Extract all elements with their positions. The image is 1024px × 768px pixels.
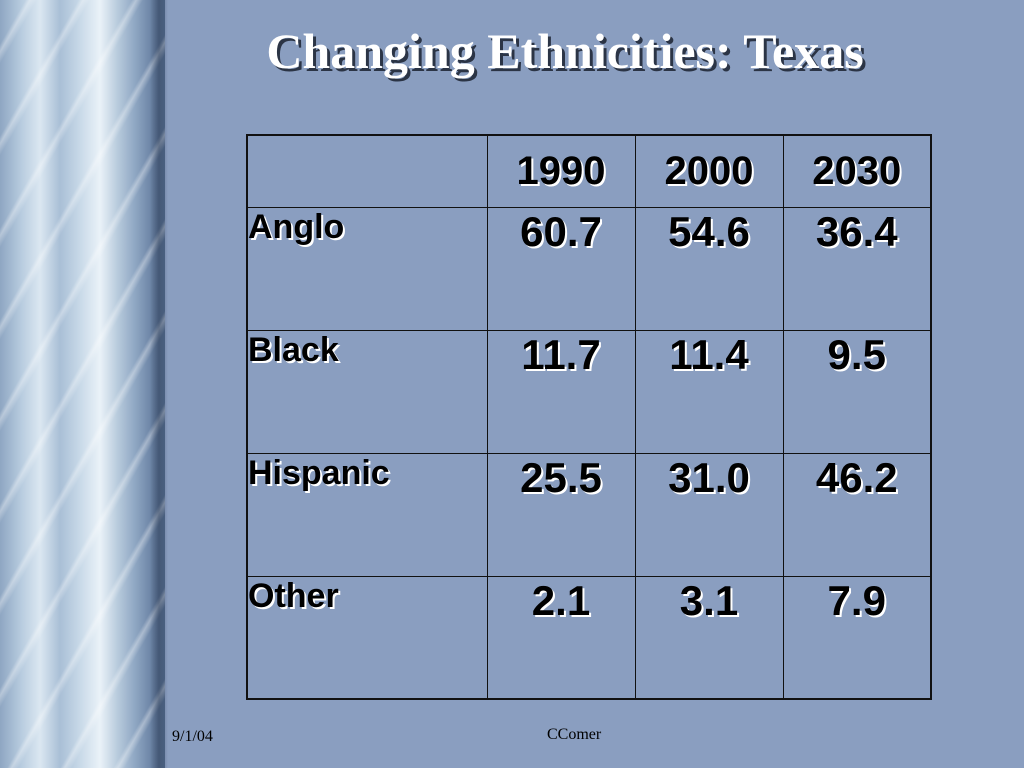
- row-label: Anglo: [246, 206, 488, 331]
- table-cell: 2.1: [486, 575, 636, 700]
- ethnicity-table: 1990 2000 2030 Anglo 60.7 54.6 36.4 Blac…: [246, 134, 932, 700]
- table-cell: 46.2: [782, 452, 932, 577]
- footer-author: CComer: [547, 726, 602, 743]
- table-cell: 36.4: [782, 206, 932, 331]
- slide-title: Changing Ethnicities: Texas: [266, 23, 864, 79]
- table-cell: 11.7: [486, 329, 636, 454]
- row-label: Black: [246, 329, 488, 454]
- table-row-hispanic: Hispanic 25.5 31.0 46.2: [246, 452, 932, 577]
- header-empty-cell: [246, 134, 488, 208]
- table-cell: 9.5: [782, 329, 932, 454]
- table-cell: 7.9: [782, 575, 932, 700]
- table-cell: 25.5: [486, 452, 636, 577]
- table-cell: 3.1: [634, 575, 784, 700]
- header-year-2000: 2000: [634, 134, 784, 208]
- row-label: Hispanic: [246, 452, 488, 577]
- table-cell: 31.0: [634, 452, 784, 577]
- table-cell: 11.4: [634, 329, 784, 454]
- table-cell: 54.6: [634, 206, 784, 331]
- table-header-row: 1990 2000 2030: [246, 134, 932, 208]
- decorative-pillar: [0, 0, 165, 768]
- header-year-2030: 2030: [782, 134, 932, 208]
- pillar-shadow: [150, 0, 168, 768]
- row-label: Other: [246, 575, 488, 700]
- table-row-black: Black 11.7 11.4 9.5: [246, 329, 932, 454]
- header-year-1990: 1990: [486, 134, 636, 208]
- table-row-anglo: Anglo 60.7 54.6 36.4: [246, 206, 932, 331]
- footer-date: 9/1/04: [172, 728, 213, 745]
- table-cell: 60.7: [486, 206, 636, 331]
- table-row-other: Other 2.1 3.1 7.9: [246, 575, 932, 700]
